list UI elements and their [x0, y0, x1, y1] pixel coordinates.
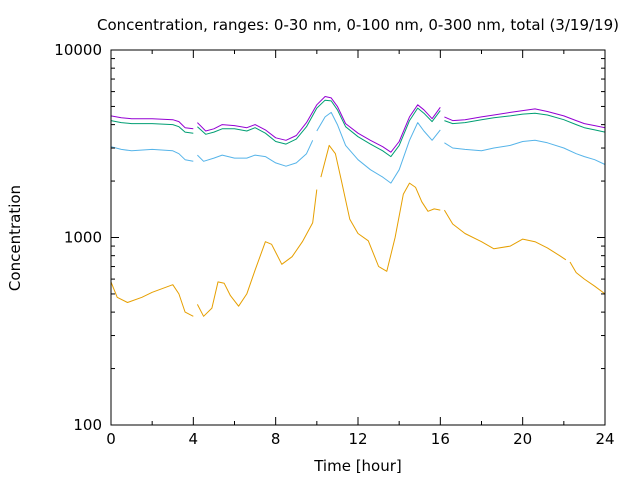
series-line-1	[110, 144, 606, 317]
x-tick-label: 4	[189, 430, 199, 448]
x-tick-label: 8	[271, 430, 281, 448]
y-axis-label: Concentration	[6, 185, 24, 291]
x-tick-label: 20	[513, 430, 532, 448]
series-line-3	[110, 99, 606, 158]
x-tick-label: 12	[348, 430, 367, 448]
plot-area	[110, 96, 606, 317]
x-axis-label: Time [hour]	[313, 457, 402, 475]
x-tick-label: 16	[431, 430, 450, 448]
axis-ticks: 0 4 8 12 16 20 24 100 1000 10000	[54, 41, 614, 448]
chart-title: Concentration, ranges: 0-30 nm, 0-100 nm…	[97, 16, 619, 34]
y-tick-label: 1000	[64, 229, 102, 247]
series-line-2	[110, 111, 606, 184]
y-tick-label: 10000	[54, 41, 102, 59]
y-tick-label: 100	[73, 416, 102, 434]
x-tick-label: 24	[595, 430, 614, 448]
series-line-4	[110, 96, 606, 153]
x-tick-label: 0	[106, 430, 116, 448]
plot-frame	[110, 49, 606, 426]
